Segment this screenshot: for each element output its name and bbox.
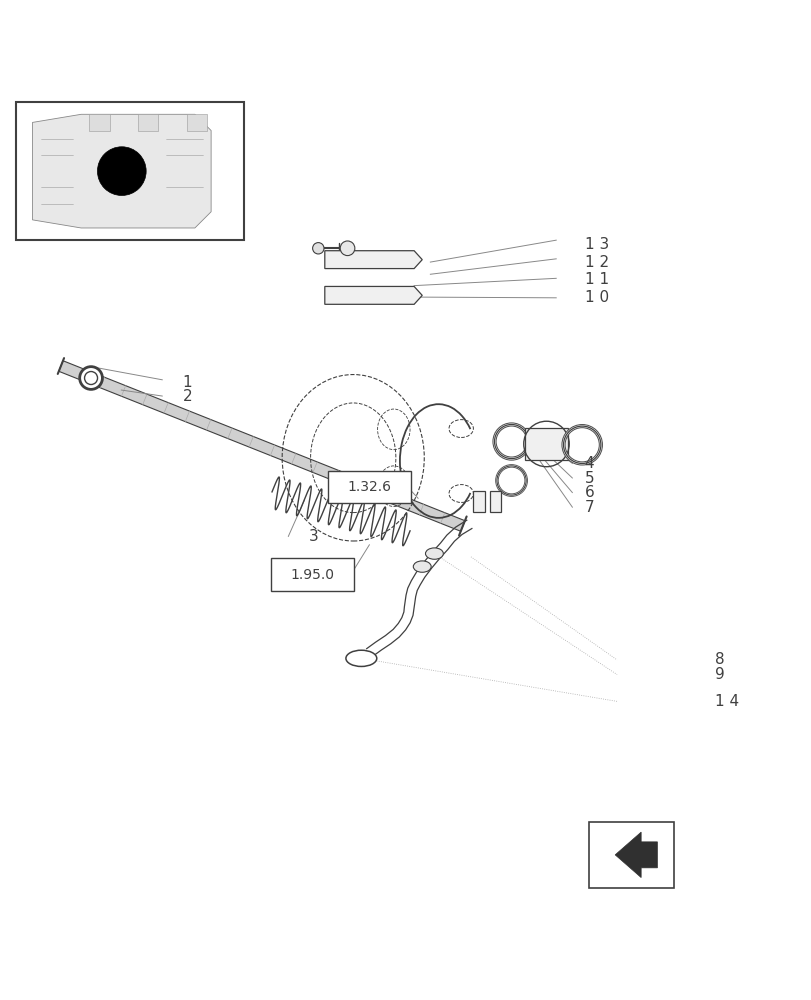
Bar	[525, 428, 567, 460]
FancyBboxPatch shape	[328, 471, 410, 503]
Polygon shape	[324, 286, 422, 304]
Text: 1.32.6: 1.32.6	[347, 480, 391, 494]
Text: 1.95.0: 1.95.0	[290, 568, 334, 582]
Text: 1: 1	[182, 375, 192, 390]
Ellipse shape	[413, 561, 431, 572]
Text: 1 3: 1 3	[584, 237, 608, 252]
Text: 6: 6	[584, 485, 594, 500]
Text: 3: 3	[308, 529, 318, 544]
Circle shape	[312, 243, 324, 254]
Bar	[16, 102, 243, 240]
Circle shape	[340, 241, 354, 256]
Polygon shape	[324, 251, 422, 269]
Bar	[89, 114, 109, 131]
Polygon shape	[58, 361, 465, 531]
Bar	[473, 491, 484, 512]
Ellipse shape	[425, 548, 443, 559]
FancyBboxPatch shape	[271, 558, 354, 591]
Circle shape	[97, 147, 146, 196]
Text: 4: 4	[584, 456, 594, 471]
Polygon shape	[32, 114, 211, 228]
Bar	[138, 114, 158, 131]
Text: 1 2: 1 2	[584, 255, 608, 270]
Text: 1 4: 1 4	[714, 694, 738, 709]
Text: 5: 5	[584, 471, 594, 486]
Circle shape	[79, 367, 102, 389]
Bar	[489, 491, 500, 512]
Text: 1 1: 1 1	[584, 272, 608, 287]
Text: 8: 8	[714, 652, 723, 667]
Bar	[588, 822, 673, 888]
Polygon shape	[615, 832, 657, 878]
Circle shape	[355, 653, 367, 664]
Circle shape	[84, 372, 97, 385]
Ellipse shape	[345, 650, 376, 666]
Text: 1 0: 1 0	[584, 290, 608, 305]
Text: 7: 7	[584, 500, 594, 515]
Text: 2: 2	[182, 389, 192, 404]
Text: 9: 9	[714, 667, 723, 682]
Bar	[187, 114, 207, 131]
